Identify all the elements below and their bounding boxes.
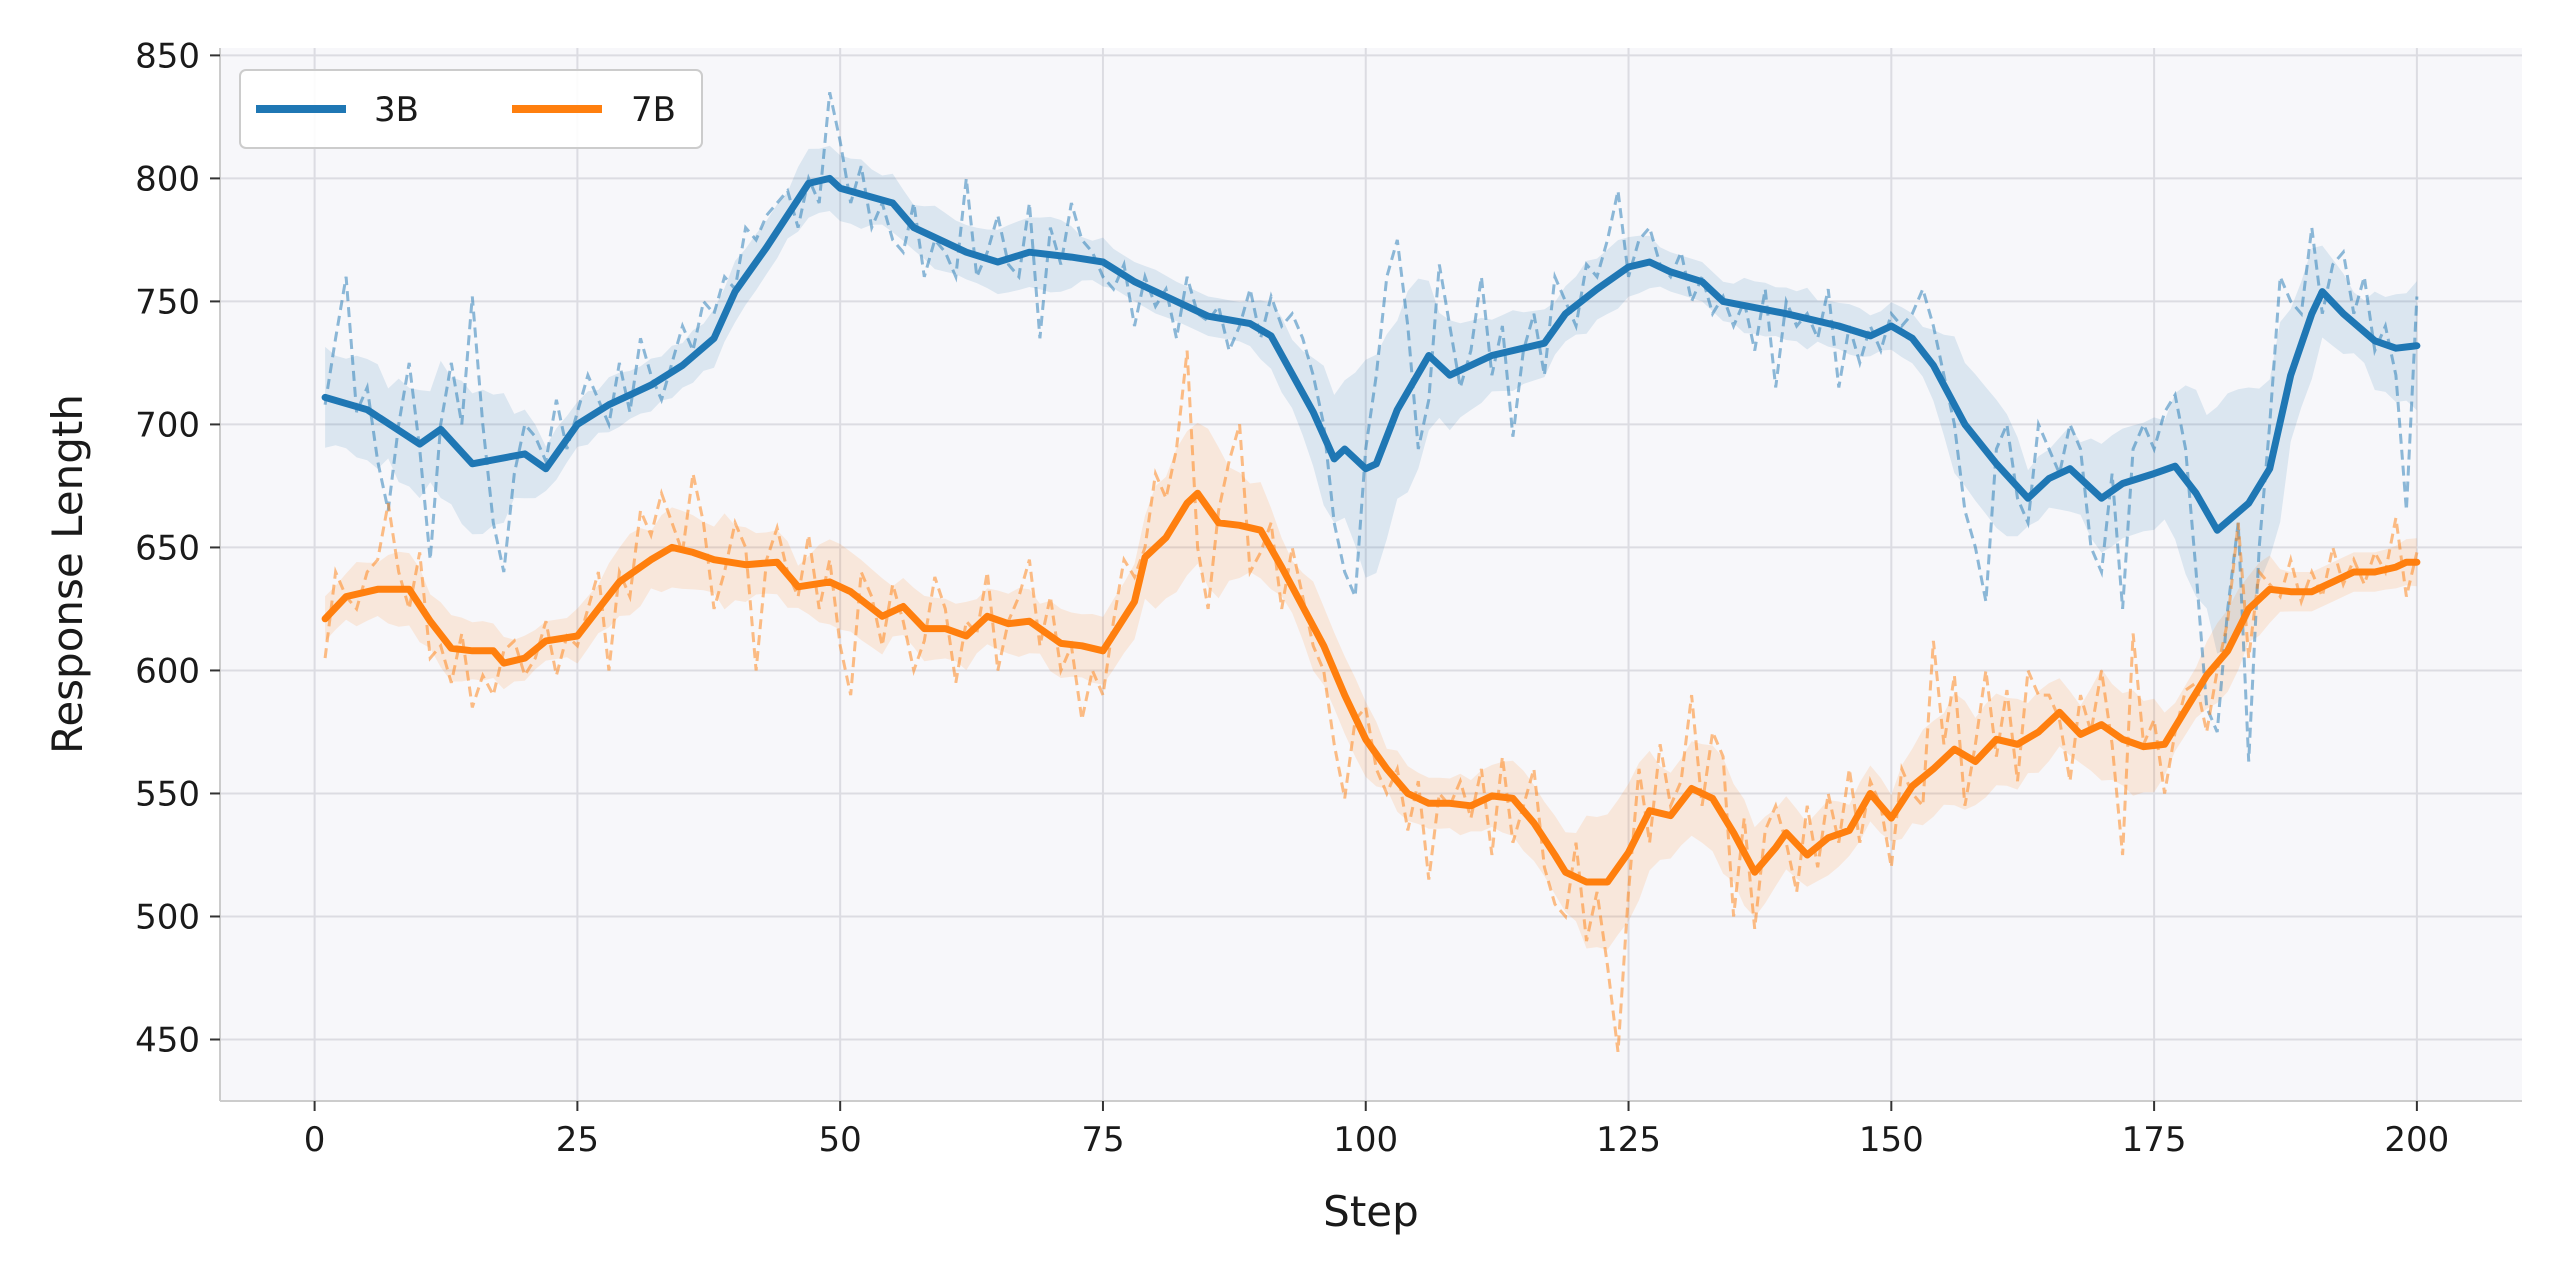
x-tick-label: 100: [1333, 1120, 1398, 1160]
grid: [220, 48, 2522, 1101]
x-tick-label: 200: [2384, 1120, 2449, 1160]
smoothed-line-3b: [321, 174, 2421, 534]
x-tick-label: 0: [304, 1120, 326, 1160]
y-tick-label: 800: [135, 159, 200, 199]
y-axis-ticks: 450 500 550 600 650 700 750 800 850: [135, 36, 220, 1060]
x-tick-label: 175: [2122, 1120, 2187, 1160]
x-tick-label: 25: [556, 1120, 599, 1160]
x-tick-label: 125: [1596, 1120, 1661, 1160]
plot-area-background: [220, 48, 2522, 1101]
x-axis-ticks: 0 25 50 75 100 125 150 175 200: [304, 1101, 2449, 1160]
y-tick-label: 850: [135, 36, 200, 76]
y-tick-label: 750: [135, 282, 200, 322]
legend: 3B 7B: [239, 69, 703, 149]
x-tick-label: 75: [1081, 1120, 1124, 1160]
x-axis-label: Step: [1323, 1187, 1419, 1236]
raw-line-3b: [323, 91, 2419, 762]
legend-box: [239, 69, 703, 149]
y-tick-label: 700: [135, 405, 200, 445]
x-tick-label: 50: [819, 1120, 862, 1160]
smoothed-series-lines: [321, 174, 2421, 886]
y-tick-label: 650: [135, 528, 200, 568]
raw-series-lines: [323, 91, 2419, 1052]
y-tick-label: 550: [135, 774, 200, 814]
y-tick-label: 600: [135, 651, 200, 691]
legend-label-3b: 3B: [374, 90, 419, 130]
band-3b: [325, 145, 2417, 654]
y-tick-label: 450: [135, 1020, 200, 1060]
legend-label-7b: 7B: [631, 90, 676, 130]
raw-line-7b: [323, 350, 2419, 1052]
smoothed-line-7b: [321, 489, 2421, 886]
x-tick-label: 150: [1859, 1120, 1924, 1160]
y-axis-label: Response Length: [43, 394, 92, 754]
y-tick-label: 500: [135, 897, 200, 937]
